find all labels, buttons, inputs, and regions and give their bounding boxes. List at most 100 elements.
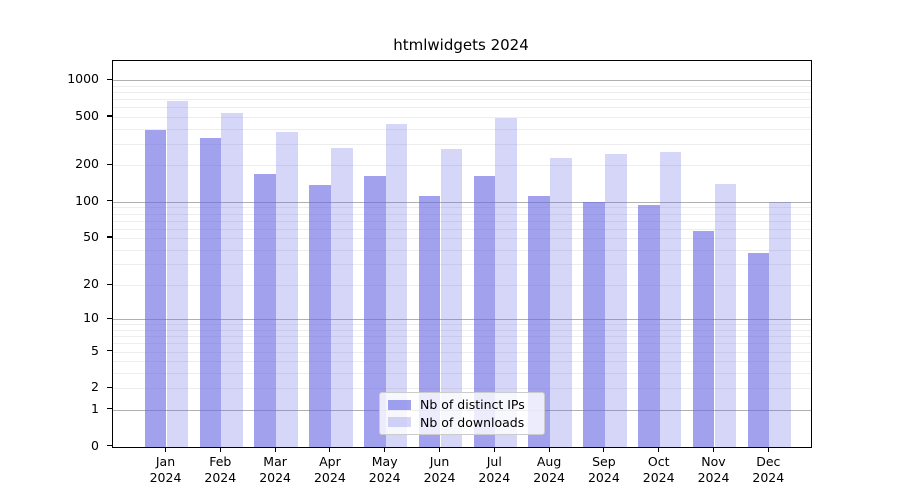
y-tick-mark-200	[107, 163, 112, 165]
y-tick-label-1: 1	[91, 400, 99, 416]
x-tick-month: Jun	[429, 454, 450, 469]
bar-nb-of-distinct-ips-may	[363, 175, 386, 447]
bar-nb-of-distinct-ips-mar	[254, 173, 277, 447]
minor-gridline	[113, 228, 811, 230]
x-tick-label-jan: Jan 2024	[134, 454, 198, 486]
bar-nb-of-distinct-ips-nov	[692, 230, 715, 447]
minor-gridline	[113, 238, 811, 240]
minor-gridline	[113, 116, 811, 118]
legend-label-distinct-ips: Nb of distinct IPs	[420, 397, 525, 413]
minor-gridline	[113, 336, 811, 338]
bar-nb-of-distinct-ips-jan	[144, 129, 167, 447]
x-tick-mark-jan	[164, 447, 167, 452]
y-tick-label-0: 0	[91, 437, 99, 453]
legend-swatch-downloads	[388, 417, 411, 428]
x-tick-label-dec: Dec 2024	[736, 454, 800, 486]
x-tick-month: Jan	[155, 454, 176, 469]
minor-gridline	[113, 285, 811, 287]
x-tick-mark-dec	[767, 447, 769, 452]
y-tick-mark-1	[107, 408, 112, 410]
y-tick-label-100: 100	[75, 192, 99, 208]
x-tick-year: 2024	[313, 470, 346, 485]
y-tick-mark-100	[107, 200, 112, 202]
x-tick-mark-apr	[329, 447, 331, 452]
x-tick-month: Oct	[647, 454, 670, 469]
x-tick-month: May	[371, 454, 398, 469]
minor-gridline	[113, 343, 811, 345]
x-tick-year: 2024	[533, 470, 565, 485]
bar-nb-of-distinct-ips-apr	[309, 185, 331, 447]
x-tick-mark-jul	[493, 447, 495, 452]
x-tick-mark-oct	[658, 447, 660, 452]
x-tick-mark-mar	[274, 447, 276, 452]
x-tick-year: 2024	[587, 470, 620, 485]
minor-gridline	[113, 220, 811, 222]
plot-area	[112, 60, 812, 448]
minor-gridline	[113, 99, 811, 101]
y-tick-mark-20	[107, 283, 112, 285]
x-tick-label-mar: Mar 2024	[243, 454, 307, 486]
bar-nb-of-downloads-may	[385, 124, 408, 447]
x-tick-year: 2024	[423, 470, 456, 485]
chart-title: htmlwidgets 2024	[393, 36, 529, 54]
bar-nb-of-downloads-jan	[166, 100, 189, 447]
x-tick-label-aug: Aug 2024	[517, 454, 581, 486]
x-tick-mark-may	[384, 447, 386, 452]
y-tick-mark-500	[107, 115, 112, 117]
x-tick-label-jun: Jun 2024	[408, 454, 472, 486]
x-tick-year: 2024	[149, 470, 182, 485]
x-tick-year: 2024	[478, 470, 511, 485]
x-tick-month: Aug	[536, 454, 562, 469]
x-tick-year: 2024	[368, 470, 401, 485]
y-tick-label-10: 10	[83, 310, 99, 326]
y-tick-mark-5	[107, 349, 112, 352]
x-tick-month: Sep	[592, 454, 616, 469]
x-tick-month: Mar	[263, 454, 287, 469]
minor-gridline	[113, 213, 811, 215]
major-gridline-1000	[113, 80, 811, 82]
x-tick-label-feb: Feb 2024	[188, 454, 252, 486]
y-tick-label-5: 5	[91, 342, 99, 358]
bar-nb-of-distinct-ips-jul	[473, 175, 496, 447]
y-tick-label-500: 500	[75, 107, 99, 123]
bar-nb-of-downloads-dec	[769, 201, 792, 447]
x-tick-month: Jul	[486, 454, 502, 469]
minor-gridline	[113, 330, 811, 332]
bar-nb-of-distinct-ips-aug	[528, 195, 551, 447]
bar-nb-of-downloads-mar	[276, 132, 298, 447]
legend: Nb of distinct IPs Nb of downloads	[379, 392, 545, 435]
bar-nb-of-distinct-ips-dec	[747, 252, 770, 447]
minor-gridline	[113, 324, 811, 326]
legend-swatch-distinct-ips	[388, 399, 411, 410]
x-tick-month: Feb	[209, 454, 232, 469]
x-tick-mark-sep	[603, 447, 605, 452]
y-tick-mark-1000	[107, 78, 112, 80]
y-tick-mark-0	[107, 444, 112, 447]
bar-nb-of-distinct-ips-feb	[199, 138, 222, 447]
x-tick-year: 2024	[259, 470, 291, 485]
legend-item-distinct-ips: Nb of distinct IPs	[388, 397, 536, 412]
bar-nb-of-distinct-ips-sep	[583, 202, 605, 447]
x-tick-year: 2024	[752, 470, 785, 485]
bar-nb-of-downloads-sep	[604, 153, 627, 447]
x-tick-label-jul: Jul 2024	[462, 454, 526, 486]
minor-gridline	[113, 85, 811, 87]
minor-gridline	[113, 361, 811, 363]
x-tick-month: Dec	[756, 454, 781, 469]
x-tick-month: Nov	[701, 454, 726, 469]
legend-item-downloads: Nb of downloads	[388, 415, 536, 430]
y-tick-label-20: 20	[83, 276, 99, 292]
bar-nb-of-downloads-aug	[550, 157, 572, 447]
x-tick-label-may: May 2024	[353, 454, 417, 486]
minor-gridline	[113, 207, 811, 209]
x-tick-year: 2024	[204, 470, 237, 485]
y-tick-mark-10	[107, 317, 112, 319]
x-tick-label-apr: Apr 2024	[298, 454, 362, 486]
major-gridline-100	[113, 201, 811, 203]
bar-nb-of-downloads-feb	[221, 113, 244, 447]
y-tick-label-1000: 1000	[67, 71, 99, 87]
minor-gridline	[113, 128, 811, 130]
x-tick-month: Apr	[319, 454, 341, 469]
bar-nb-of-downloads-jun	[440, 148, 463, 447]
